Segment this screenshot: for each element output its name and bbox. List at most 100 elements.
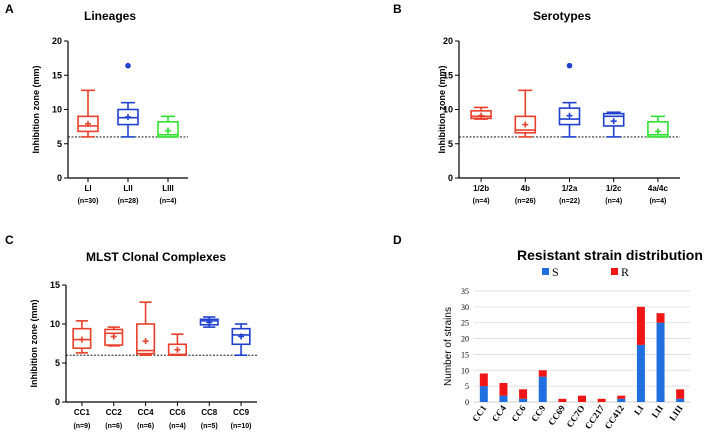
y-tick-label: 5 <box>448 139 453 149</box>
panel-letter: A <box>5 2 14 16</box>
y-tick-label: 20 <box>443 36 453 46</box>
panel-c-boxplot: C MLST Clonal Complexes 0 5 10 15 Inhibition z… <box>5 233 257 430</box>
sample-size-label: (n=26) <box>515 198 536 205</box>
box-1-2c <box>602 111 625 138</box>
legend-label: R <box>621 265 629 279</box>
panel-title: Serotypes <box>533 9 591 23</box>
category-label: CC4 <box>490 403 509 423</box>
y-tick-label: 25 <box>461 319 469 328</box>
bar-r-li <box>636 306 645 345</box>
panel-b-boxplot: B Serotypes 0 5 10 15 20 Inhibition zone (mm) 1/… <box>393 2 680 205</box>
y-tick-label: 0 <box>55 397 60 407</box>
y-tick-label: 5 <box>55 358 60 368</box>
category-label: LI <box>84 184 91 193</box>
box-cc1 <box>72 320 92 354</box>
y-axis-label: Number of strains <box>443 307 454 386</box>
bar-s-cc9 <box>538 376 547 402</box>
box-1-2b <box>470 106 492 120</box>
box-1-2a <box>558 62 581 138</box>
y-tick-label: 20 <box>461 335 469 344</box>
category-label: CC8 <box>201 408 218 417</box>
category-label: LIII <box>667 403 685 423</box>
y-axis-label: Inhibition zone (mm) <box>29 300 39 388</box>
category-label: CC6 <box>510 403 529 423</box>
sample-size-label: (n=4) <box>160 198 177 205</box>
panel-title: Resistant strain distribution <box>517 247 703 263</box>
bar-s-cc412 <box>617 398 626 402</box>
panel-a-boxplot: A Lineages 0 5 10 15 20 Inhibition zone (mm) LI (… <box>5 2 188 205</box>
y-tick-label: 15 <box>461 350 469 359</box>
bar-r-cc4 <box>499 382 508 396</box>
bar-s-cc1 <box>479 386 488 402</box>
bar-s-cc6 <box>519 398 528 402</box>
y-tick-label: 0 <box>465 398 469 407</box>
sample-size-label: (n=6) <box>105 423 122 430</box>
panel-letter: C <box>5 233 14 247</box>
category-label: 4a/4c <box>648 184 669 193</box>
box-liii <box>157 115 179 138</box>
sample-size-label: (n=4) <box>473 198 490 205</box>
bar-r-cc1 <box>479 373 488 387</box>
sample-size-label: (n=5) <box>201 423 218 430</box>
panel-letter: D <box>393 233 402 247</box>
category-label: LII <box>650 403 666 420</box>
outlier-point <box>566 62 573 69</box>
bar-r-lii <box>656 313 665 323</box>
box-4b <box>514 89 537 138</box>
box-cc6 <box>167 333 187 357</box>
bar-s-cc4 <box>499 395 508 402</box>
sample-size-label: (n=10) <box>231 423 252 430</box>
y-tick-label: 5 <box>465 382 469 391</box>
category-label: CC4 <box>138 408 155 417</box>
y-axis-label: Inhibition zone (mm) <box>31 66 41 154</box>
box-4a-4c <box>647 115 669 138</box>
y-tick-label: 15 <box>52 70 62 80</box>
y-tick-label: 20 <box>52 36 62 46</box>
category-label: CC9 <box>529 403 548 423</box>
category-label: 1/2a <box>562 184 578 193</box>
category-label: LIII <box>162 184 174 193</box>
category-label: CC412 <box>603 403 627 431</box>
bar-s-li <box>636 344 645 402</box>
category-label: LI <box>632 403 646 417</box>
sample-size-label: (n=30) <box>78 198 99 205</box>
bar-r-cc6 <box>519 389 528 399</box>
box-cc2 <box>104 326 124 347</box>
box-cc8 <box>199 316 219 328</box>
bar-s-lii <box>656 322 665 402</box>
sample-size-label: (n=6) <box>137 423 154 430</box>
outlier-point <box>125 62 131 69</box>
box-cc4 <box>136 301 156 357</box>
bar-r-cc7o <box>578 395 586 402</box>
category-label: CC1 <box>470 403 489 423</box>
bar-r-liii <box>676 389 685 399</box>
sample-size-label: (n=4) <box>649 198 666 205</box>
category-label: CC2 <box>106 408 123 417</box>
box-lii <box>117 62 139 138</box>
bar-s-liii <box>676 398 685 402</box>
y-tick-label: 10 <box>443 105 453 115</box>
category-label: CC1 <box>74 408 91 417</box>
y-axis-label: Inhibition zone (mm) <box>437 66 447 154</box>
y-tick-label: 0 <box>57 173 62 183</box>
category-label: LII <box>123 184 132 193</box>
category-label: CC9 <box>233 408 250 417</box>
legend-swatch <box>611 268 618 275</box>
bar-r-cc412 <box>617 395 626 399</box>
y-tick-label: 30 <box>461 303 469 312</box>
bar-r-cc9 <box>538 370 547 377</box>
category-label: CC6 <box>169 408 186 417</box>
sample-size-label: (n=4) <box>169 423 186 430</box>
sample-size-label: (n=22) <box>559 198 580 205</box>
y-tick-label: 10 <box>50 319 60 329</box>
bar-r-cc217 <box>597 398 606 402</box>
box-cc9 <box>231 323 251 357</box>
category-label: CC217 <box>583 403 607 431</box>
bar-r-cc69 <box>558 398 567 402</box>
legend-swatch <box>542 268 549 275</box>
legend-label: S <box>552 265 559 279</box>
panel-d-stacked-bar: D Resistant strain distribution S R 0 5 10 15 20… <box>393 233 703 431</box>
y-tick-label: 10 <box>52 105 62 115</box>
panel-title: Lineages <box>84 9 136 23</box>
